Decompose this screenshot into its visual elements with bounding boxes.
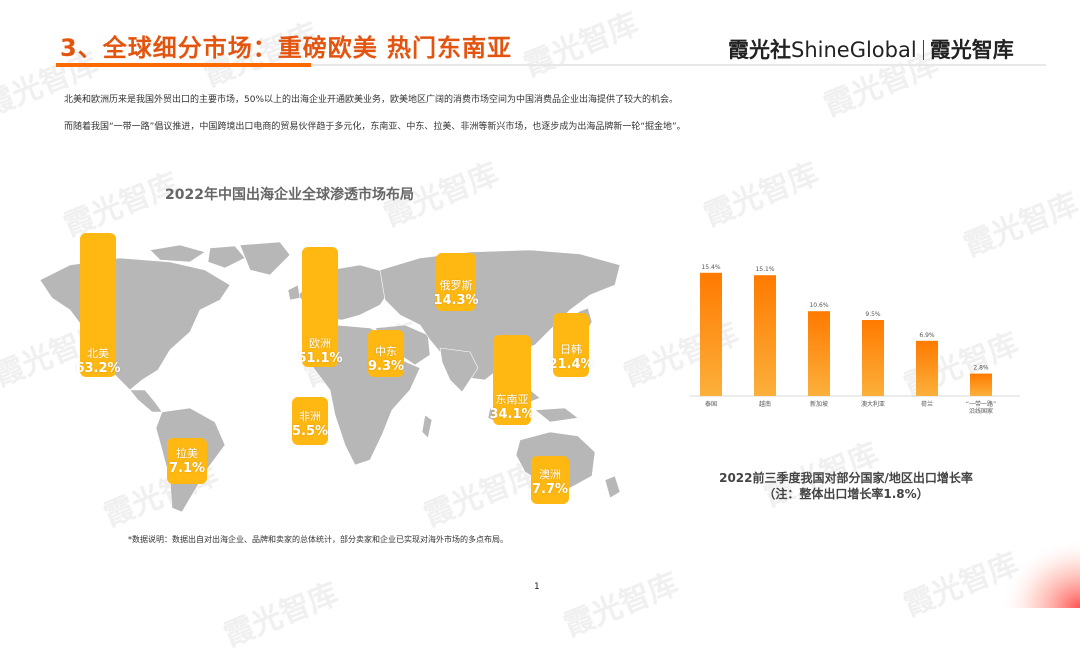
chart-title-main: 2022前三季度我国对部分国家/地区出口增长率 [719, 471, 973, 485]
market-name: 非洲 [299, 410, 321, 423]
chart-category-label: 越南 [759, 400, 771, 408]
watermark-text: 霞光智库 [559, 566, 684, 644]
chart-bar [970, 373, 992, 396]
chart-category-label: 泰国 [705, 400, 717, 408]
market-name: 中东 [375, 345, 397, 358]
market-label-north-america: 北美 63.2% [70, 345, 126, 376]
chart-category-label: “一带一路”沿线国家 [966, 400, 996, 415]
brand-name-en: ShineGlobal [791, 38, 917, 62]
chart-data-label: 2.8% [973, 365, 989, 372]
chart-subtitle: （注：整体出口增长率1.8%） [763, 487, 929, 501]
page-number: 1 [534, 582, 540, 592]
chart-title: 2022前三季度我国对部分国家/地区出口增长率 （注：整体出口增长率1.8%） [716, 470, 976, 502]
market-name: 北美 [87, 347, 109, 360]
watermark-text: 霞光智库 [959, 186, 1080, 264]
map-footnote: *数据说明：数据出自对出海企业、品牌和卖家的总体统计，部分卖家和企业已实现对海外… [128, 535, 508, 544]
chart-bar [916, 340, 938, 396]
market-bar-europe [302, 247, 338, 367]
market-bar-japan-korea [553, 313, 589, 377]
chart-category-label: 新加坡 [810, 400, 828, 408]
watermark-text: 霞光智库 [219, 576, 344, 654]
map-title: 2022年中国出海企业全球渗透市场布局 [165, 187, 414, 203]
market-value: 51.1% [297, 351, 343, 366]
market-name: 拉美 [176, 447, 198, 460]
market-bar-latin-america [167, 438, 207, 484]
market-name: 东南亚 [495, 393, 529, 406]
market-label-africa: 非洲 5.5% [282, 408, 338, 439]
market-name: 日韩 [560, 343, 582, 356]
brand-logo: 霞光社ShineGlobal 霞光智库 [728, 34, 1014, 64]
market-value: 63.2% [75, 361, 121, 376]
intro-paragraph-1: 北美和欧洲历来是我国外贸出口的主要市场，50%以上的出海企业开通欧美业务，欧美地… [64, 95, 679, 105]
market-value: 34.1% [489, 407, 535, 422]
chart-data-label: 15.1% [755, 266, 774, 273]
intro-paragraph-2: 而随着我国“一带一路”倡议推进，中国跨境出口电商的贸易伙伴趋于多元化，东南亚、中… [64, 122, 686, 132]
brand-name-cn: 霞光社 [728, 38, 791, 62]
market-label-japan-korea: 日韩 21.4% [543, 341, 599, 372]
chart-category-label: 澳大利亚 [861, 400, 885, 408]
market-bar-southeast-asia [493, 335, 531, 425]
market-bar-north-america [80, 233, 116, 377]
market-bar-australia [531, 456, 569, 504]
brand-separator [922, 40, 924, 60]
market-bar-africa [292, 397, 328, 445]
chart-data-label: 9.5% [865, 311, 881, 318]
chart-bar [754, 275, 776, 396]
market-value: 21.4% [548, 357, 594, 372]
market-name: 俄罗斯 [439, 279, 473, 292]
market-value: 14.3% [433, 293, 479, 308]
title-accent-bar [56, 63, 311, 67]
chart-bar [808, 311, 830, 396]
market-label-russia: 俄罗斯 14.3% [428, 277, 484, 308]
market-value: 5.5% [291, 424, 329, 439]
market-label-europe: 欧洲 51.1% [292, 335, 348, 366]
market-bar-middle-east [368, 330, 404, 377]
market-label-middle-east: 中东 9.3% [358, 343, 414, 374]
export-growth-chart: 15.4% 泰国 15.1% 越南 10.6% 新加坡 9.5% 澳大利亚 6.9% 荷兰 2.8%… [690, 264, 1020, 415]
market-value: 7.1% [168, 461, 206, 476]
brand-think-tank: 霞光智库 [929, 38, 1014, 62]
chart-data-label: 15.4% [701, 264, 720, 271]
watermark-text: 霞光智库 [699, 156, 824, 234]
market-name: 澳洲 [539, 468, 561, 481]
chart-data-label: 10.6% [809, 302, 828, 309]
page-title: 3、全球细分市场：重磅欧美 热门东南亚 [60, 34, 513, 62]
chart-category-label: 荷兰 [921, 400, 933, 408]
market-label-southeast-asia: 东南亚 34.1% [484, 391, 540, 422]
market-label-australia: 澳洲 7.7% [522, 466, 578, 497]
market-value: 9.3% [367, 359, 405, 374]
market-label-latin-america: 拉美 7.1% [159, 445, 215, 476]
market-bar-russia [436, 253, 476, 311]
chart-data-label: 6.9% [919, 332, 935, 339]
chart-bar [700, 272, 722, 396]
chart-bar [862, 320, 884, 396]
title-divider [56, 64, 1046, 66]
market-value: 7.7% [531, 482, 569, 497]
corner-decoration [1000, 538, 1080, 608]
market-name: 欧洲 [309, 337, 331, 350]
watermark-text: 霞光智库 [519, 6, 644, 84]
